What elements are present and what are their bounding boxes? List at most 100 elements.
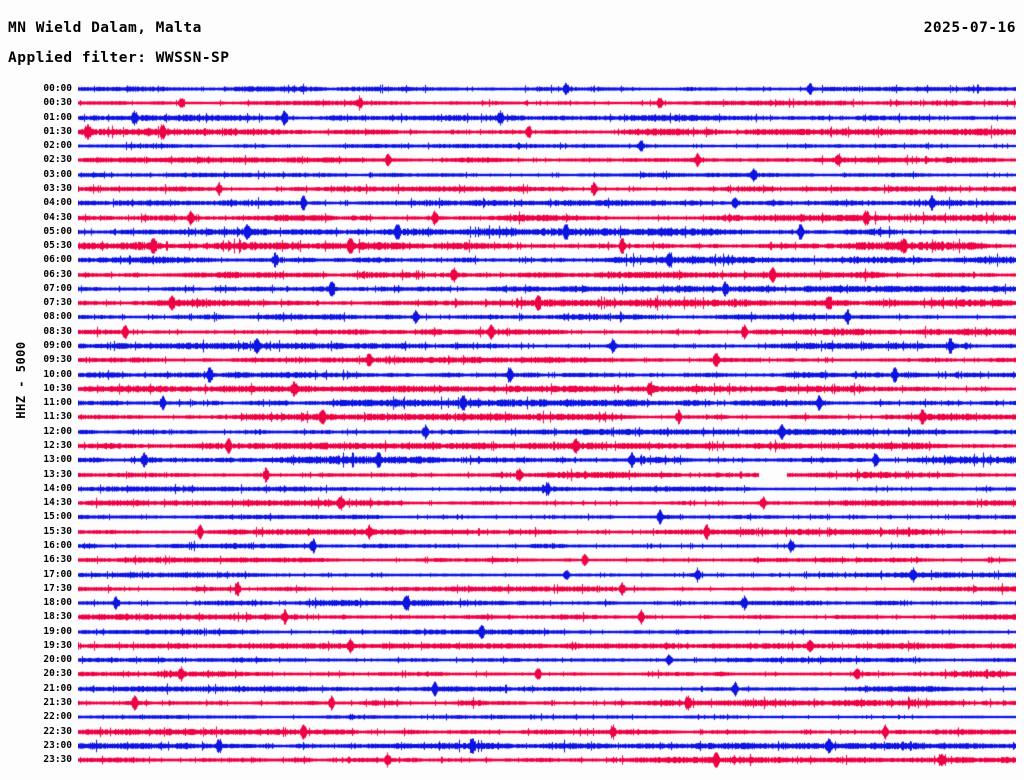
trace-row-time-label: 19:30 [43, 639, 72, 651]
trace-row-time-label: 09:00 [43, 340, 72, 352]
trace-waveform [78, 309, 1016, 326]
trace-row: 03:30 [0, 180, 1024, 197]
trace-row: 00:00 [0, 81, 1024, 97]
trace-row: 05:00 [0, 223, 1024, 240]
trace-waveform [78, 609, 1016, 626]
trace-waveform [78, 395, 1016, 412]
trace-waveform [78, 338, 1016, 355]
trace-waveform [78, 438, 1016, 454]
trace-row-time-label: 15:00 [43, 511, 72, 523]
trace-row: 11:00 [0, 395, 1024, 412]
trace-row-time-label: 05:30 [43, 240, 72, 252]
trace-row: 12:30 [0, 438, 1024, 454]
trace-row-time-label: 12:00 [43, 425, 72, 437]
trace-row: 03:00 [0, 166, 1024, 183]
trace-row: 09:00 [0, 338, 1024, 355]
trace-row-time-label: 17:00 [43, 568, 72, 580]
trace-waveform [78, 152, 1016, 169]
trace-row: 17:30 [0, 580, 1024, 597]
trace-row: 14:00 [0, 480, 1024, 497]
trace-row-time-label: 07:00 [43, 282, 72, 294]
trace-row: 02:00 [0, 138, 1024, 155]
trace-waveform [78, 123, 1016, 140]
trace-row: 21:30 [0, 695, 1024, 712]
trace-row: 19:00 [0, 623, 1024, 640]
trace-row-time-label: 04:30 [43, 211, 72, 223]
trace-waveform [78, 509, 1016, 526]
trace-row: 15:00 [0, 509, 1024, 526]
trace-row: 16:00 [0, 537, 1024, 554]
trace-waveform [78, 280, 1016, 297]
trace-row: 14:30 [0, 495, 1024, 512]
trace-row-time-label: 01:30 [43, 125, 72, 137]
trace-waveform [78, 752, 1016, 769]
trace-waveform [78, 138, 1016, 155]
trace-waveform [78, 81, 1016, 97]
trace-waveform [78, 537, 1016, 554]
trace-row-time-label: 10:00 [43, 368, 72, 380]
trace-row: 06:00 [0, 252, 1024, 269]
trace-row: 18:30 [0, 609, 1024, 626]
trace-waveform [78, 180, 1016, 197]
trace-row-time-label: 15:30 [43, 525, 72, 537]
trace-waveform [78, 666, 1016, 683]
trace-row: 11:30 [0, 409, 1024, 426]
trace-waveform [78, 737, 1016, 754]
trace-waveform [78, 252, 1016, 269]
trace-row-time-label: 05:00 [43, 225, 72, 237]
trace-waveform [78, 652, 1016, 669]
trace-row-time-label: 07:30 [43, 297, 72, 309]
trace-waveform [78, 366, 1016, 383]
trace-row: 20:30 [0, 666, 1024, 683]
trace-waveform [78, 552, 1016, 569]
trace-row-time-label: 23:30 [43, 754, 72, 766]
trace-row: 23:00 [0, 737, 1024, 754]
trace-row: 07:00 [0, 280, 1024, 297]
trace-row: 01:00 [0, 109, 1024, 126]
trace-row: 00:30 [0, 95, 1024, 112]
applied-filter-label: Applied filter: WWSSN-SP [8, 50, 230, 66]
trace-row: 10:00 [0, 366, 1024, 383]
trace-row-time-label: 11:30 [43, 411, 72, 423]
trace-row-time-label: 02:00 [43, 140, 72, 152]
trace-waveform [78, 166, 1016, 183]
trace-row: 06:30 [0, 266, 1024, 283]
plot-date: 2025-07-16 [923, 20, 1016, 36]
trace-row-time-label: 18:00 [43, 597, 72, 609]
trace-waveform [78, 709, 1016, 726]
trace-row: 10:30 [0, 380, 1024, 397]
trace-row-time-label: 00:30 [43, 97, 72, 109]
trace-row-time-label: 04:00 [43, 197, 72, 209]
trace-row: 13:00 [0, 452, 1024, 469]
trace-row-time-label: 02:30 [43, 154, 72, 166]
trace-row-time-label: 20:30 [43, 668, 72, 680]
trace-row: 22:30 [0, 723, 1024, 740]
trace-row-time-label: 11:00 [43, 397, 72, 409]
trace-row-time-label: 08:30 [43, 325, 72, 337]
trace-waveform [78, 680, 1016, 697]
trace-row: 08:30 [0, 323, 1024, 340]
trace-row: 09:30 [0, 352, 1024, 369]
trace-row-time-label: 21:00 [43, 682, 72, 694]
trace-waveform [78, 238, 1016, 255]
trace-row-time-label: 06:00 [43, 254, 72, 266]
trace-row-time-label: 16:30 [43, 554, 72, 566]
trace-row: 16:30 [0, 552, 1024, 569]
trace-waveform [78, 637, 1016, 654]
trace-row-time-label: 21:30 [43, 697, 72, 709]
trace-row-time-label: 23:00 [43, 739, 72, 751]
trace-row-time-label: 00:00 [43, 83, 72, 94]
trace-waveform [78, 466, 1016, 483]
trace-row: 01:30 [0, 123, 1024, 140]
trace-waveform [78, 523, 1016, 540]
trace-row-time-label: 17:30 [43, 582, 72, 594]
trace-waveform [78, 480, 1016, 497]
trace-waveform [78, 209, 1016, 226]
trace-waveform [78, 109, 1016, 126]
trace-row-time-label: 16:00 [43, 539, 72, 551]
trace-row-time-label: 08:00 [43, 311, 72, 323]
trace-row: 23:30 [0, 752, 1024, 769]
trace-row: 20:00 [0, 652, 1024, 669]
